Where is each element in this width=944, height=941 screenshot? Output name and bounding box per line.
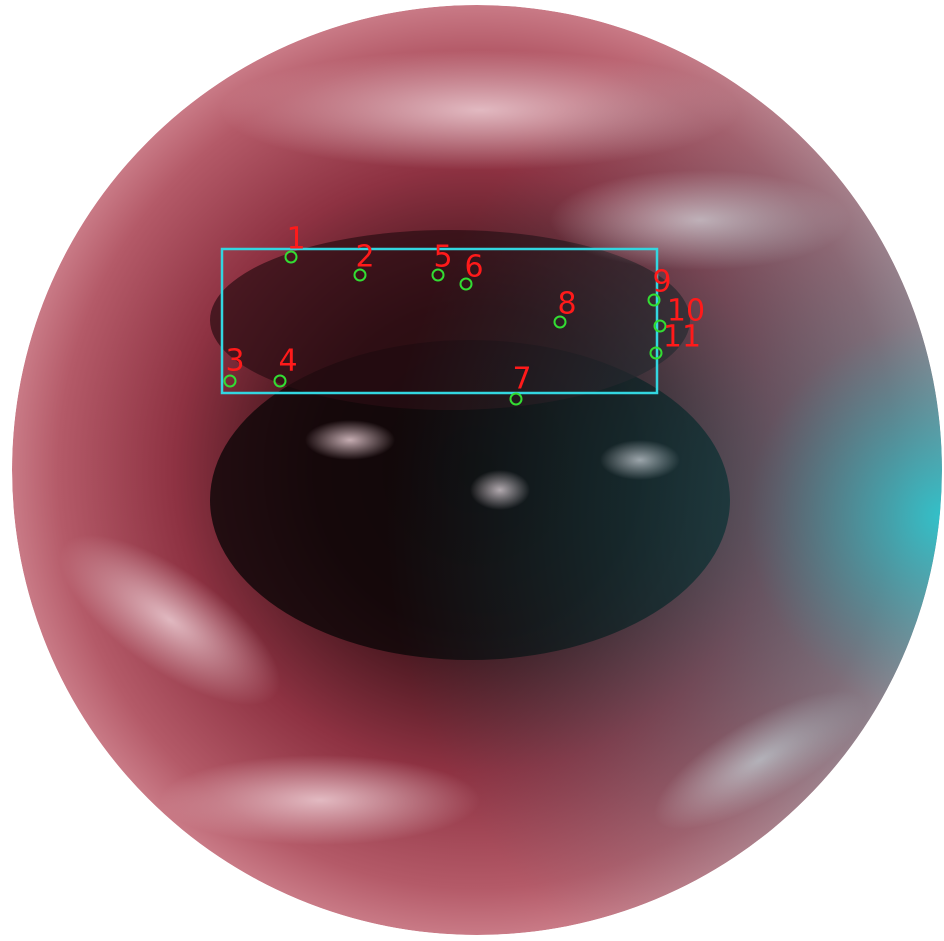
point-marker [553, 315, 567, 329]
earth-disc [12, 5, 942, 935]
point-marker [647, 293, 661, 307]
point-marker [509, 392, 523, 406]
point-label: 10 [667, 294, 705, 329]
point-label: 9 [652, 265, 671, 300]
point-label: 8 [557, 287, 576, 322]
point-label: 2 [355, 240, 374, 275]
point-marker [431, 268, 445, 282]
point-label: 7 [512, 362, 531, 397]
point-marker [649, 346, 663, 360]
point-label: 6 [464, 250, 483, 285]
point-label: 5 [433, 240, 452, 275]
point-label: 4 [278, 344, 297, 379]
point-label: 11 [663, 320, 701, 355]
point-marker [223, 374, 237, 388]
point-label: 3 [225, 344, 244, 379]
point-marker [273, 374, 287, 388]
point-marker [459, 277, 473, 291]
point-label: 1 [286, 222, 305, 257]
point-marker [284, 250, 298, 264]
point-marker [353, 268, 367, 282]
point-marker [653, 319, 667, 333]
